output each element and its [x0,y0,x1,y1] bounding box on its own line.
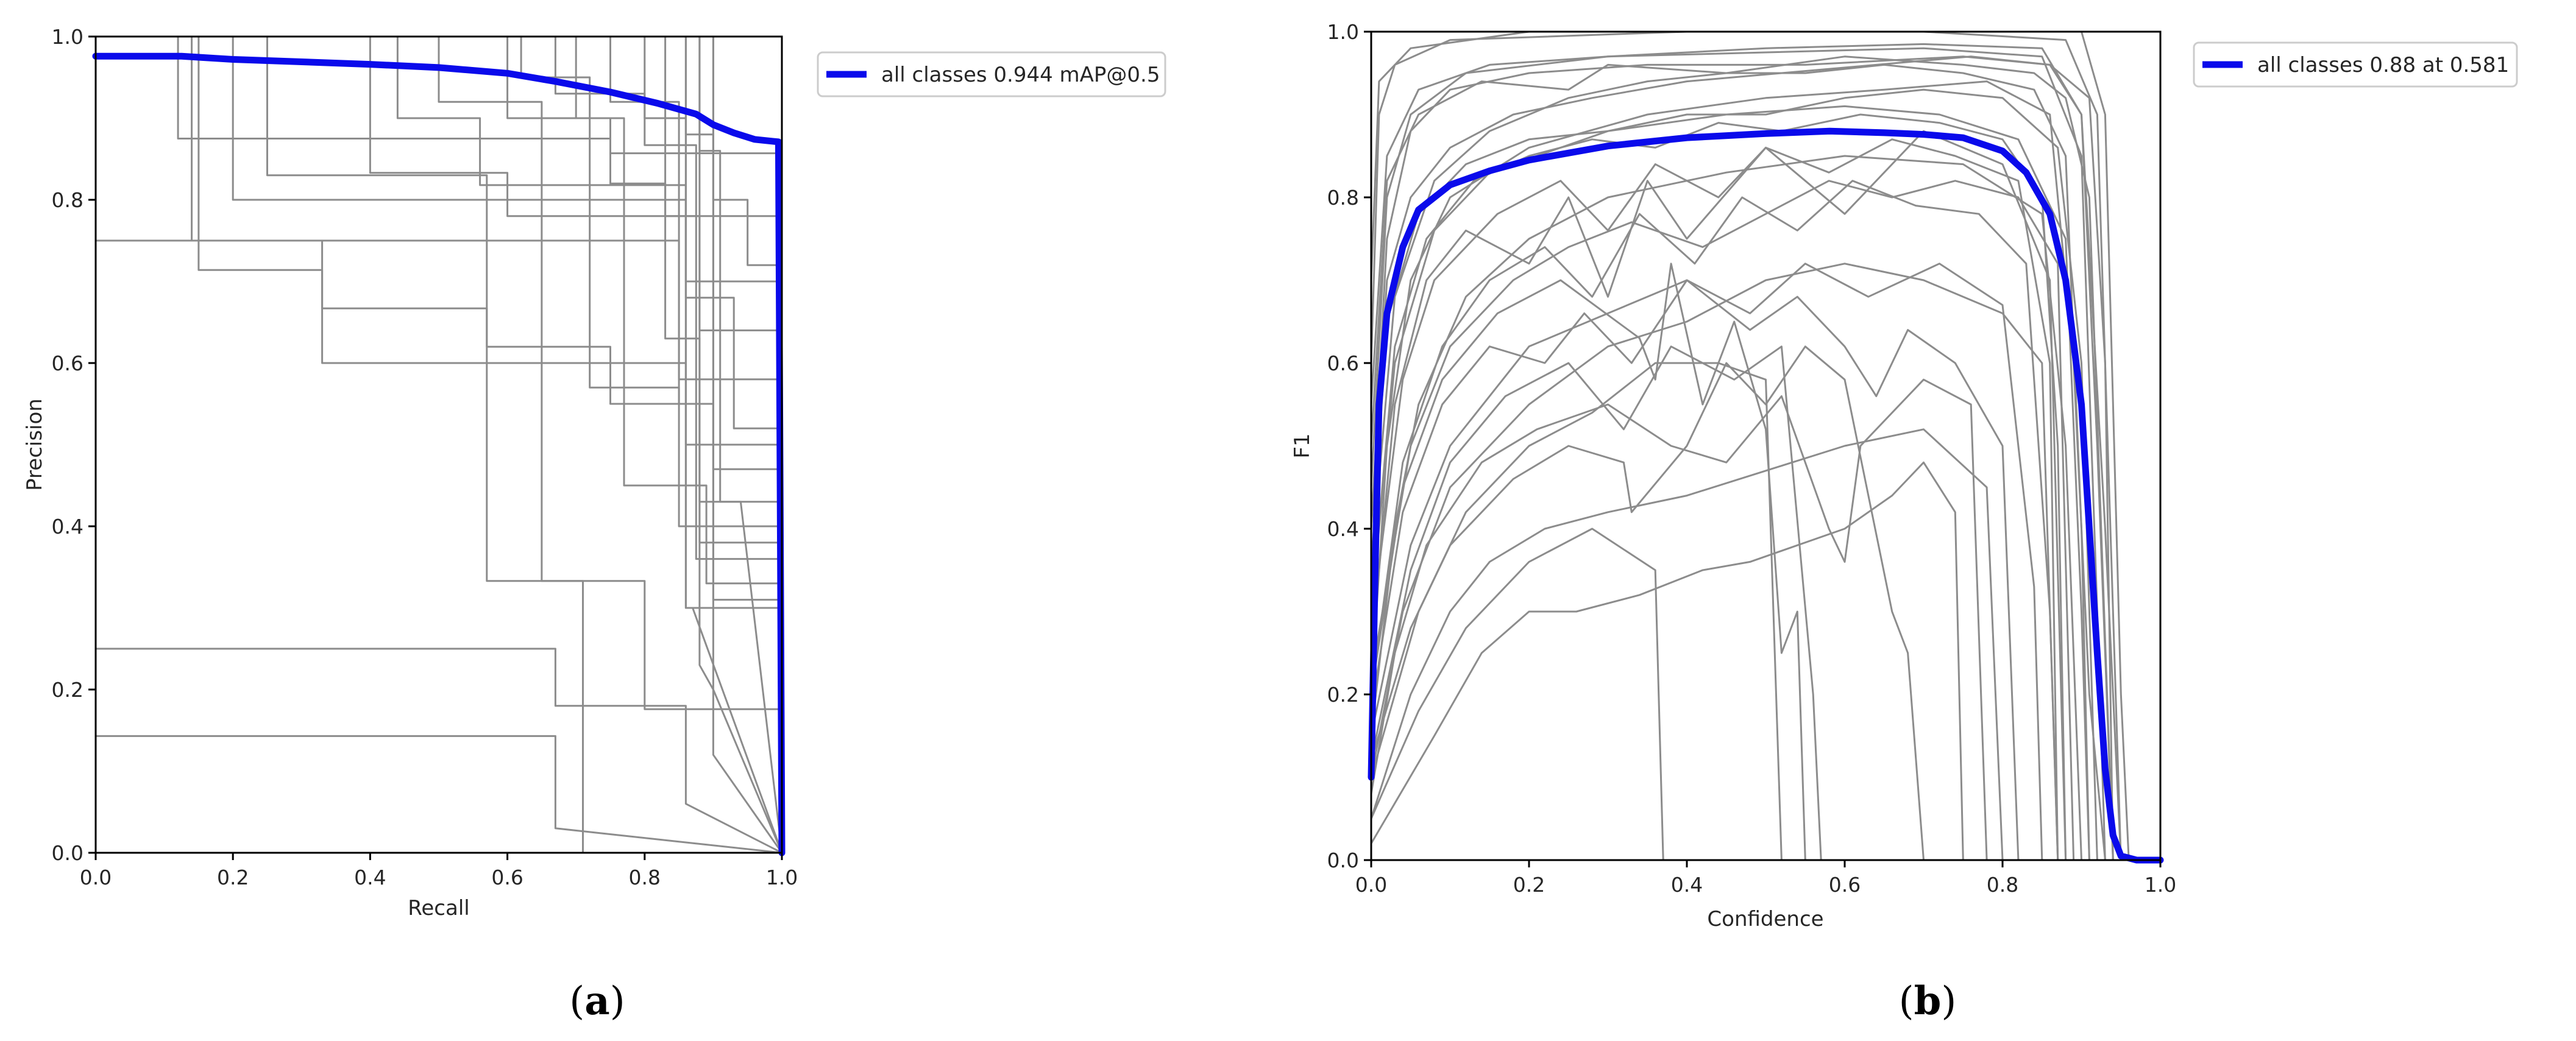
x-tick-label-b: 1.0 [2145,873,2176,897]
y-tick-label-a: 1.0 [52,25,83,49]
class-curve-a-11 [96,35,783,853]
legend-label-b: all classes 0.88 at 0.581 [2257,53,2509,77]
x-tick-label-b: 0.6 [1829,873,1861,897]
x-tick-label-b: 0.2 [1513,873,1545,897]
legend-b: all classes 0.88 at 0.581 [2193,41,2518,88]
class-curve-b-26 [1370,362,1783,861]
class-curve-b-9 [1370,345,1925,861]
class-curve-b-28 [1370,180,2059,861]
x-tick-label-b: 0.0 [1355,873,1387,897]
class-curve-b-2 [1370,43,2114,861]
class-curve-a-12 [96,35,783,853]
class-curve-a-2 [96,35,783,853]
legend-label-a: all classes 0.944 mAP@0.5 [881,63,1160,87]
class-curve-b-16 [1370,180,2075,861]
legend-a: all classes 0.944 mAP@0.5 [817,51,1166,97]
axes-frame-b [1370,30,2162,861]
y-tick-label-b: 0.6 [1327,351,1359,375]
x-axis-label-a: Recall [408,896,469,920]
x-tick-label-b: 0.4 [1671,873,1703,897]
y-tick-label-b: 0.4 [1327,517,1359,541]
panel-label-a-close: ) [610,979,625,1024]
x-tick-label-a: 0.8 [629,866,661,889]
x-tick-label-b: 0.8 [1987,873,2018,897]
x-tick-label-a: 0.2 [217,866,249,889]
y-tick-label-b: 1.0 [1327,20,1359,44]
class-curve-b-8 [1370,428,2004,861]
y-tick-label-a: 0.0 [52,841,83,865]
class-curve-a-9 [96,35,783,853]
axes-frame-a [94,35,783,854]
class-curve-b-24 [1370,55,2114,861]
class-curve-b-7 [1370,130,2067,861]
pr-curves-group [92,35,786,856]
y-tick-label-b: 0.0 [1327,849,1359,872]
panel-label-a-open: ( [569,979,584,1024]
class-curve-b-23 [1370,461,1964,861]
y-tick-label-a: 0.8 [52,188,83,212]
y-ticks-a: 0.0 0.2 0.4 0.6 0.8 1.0 [52,25,96,865]
y-tick-label-a: 0.6 [52,351,83,375]
x-tick-label-a: 0.6 [491,866,523,889]
y-tick-label-a: 0.2 [52,678,83,702]
class-curve-a-20 [96,735,782,854]
panel-label-a: (a) [569,978,625,1024]
x-axis-label-b: Confidence [1707,907,1823,931]
class-curve-b-18 [1370,378,1988,861]
legend-box-a [817,51,1166,97]
panel-b: 0.0 0.2 0.4 0.6 0.8 1.0 0.0 0.2 0.4 0.6 0.8 1.0 Co… [1290,20,2518,1024]
y-axis-label-a: Precision [23,398,47,491]
panel-label-b-open: ( [1899,979,1914,1024]
x-ticks-a: 0.0 0.2 0.4 0.6 0.8 1.0 [80,853,798,889]
panel-label-b-letter: b [1914,978,1942,1024]
f1-curves-group [1368,30,2164,864]
class-curve-b-12 [1370,528,1664,861]
y-tick-label-a: 0.4 [52,515,83,538]
class-curve-a-19 [96,648,782,854]
all-classes-curve-a [92,52,786,856]
x-ticks-b: 0.0 0.2 0.4 0.6 0.8 1.0 [1355,860,2176,897]
class-curve-b-6 [1370,47,2106,861]
class-curve-b-21 [1370,345,1822,861]
class-curve-b-25 [1370,279,2020,861]
y-axis-label-b: F1 [1290,433,1315,458]
all-classes-curve-b [1368,127,2164,864]
panel-a: 0.0 0.2 0.4 0.6 0.8 1.0 0.0 0.2 0.4 0.6 0.8 1.0 Re… [23,25,1166,1024]
y-tick-label-b: 0.2 [1327,683,1359,707]
class-curve-a-14 [96,35,783,853]
y-ticks-b: 0.0 0.2 0.4 0.6 0.8 1.0 [1327,20,1371,872]
panel-label-b: (b) [1899,978,1957,1024]
class-curve-b-27 [1370,63,2090,861]
x-tick-label-a: 0.0 [80,866,112,889]
x-tick-label-a: 1.0 [766,866,798,889]
x-tick-label-a: 0.4 [354,866,386,889]
class-curve-b-22 [1370,138,2059,861]
y-tick-label-b: 0.8 [1327,186,1359,210]
legend-box-b [2193,41,2518,88]
class-curve-a-13 [96,35,783,853]
panel-label-a-letter: a [584,978,609,1024]
panel-label-b-close: ) [1941,979,1956,1024]
class-curve-b-10 [1370,263,1806,861]
